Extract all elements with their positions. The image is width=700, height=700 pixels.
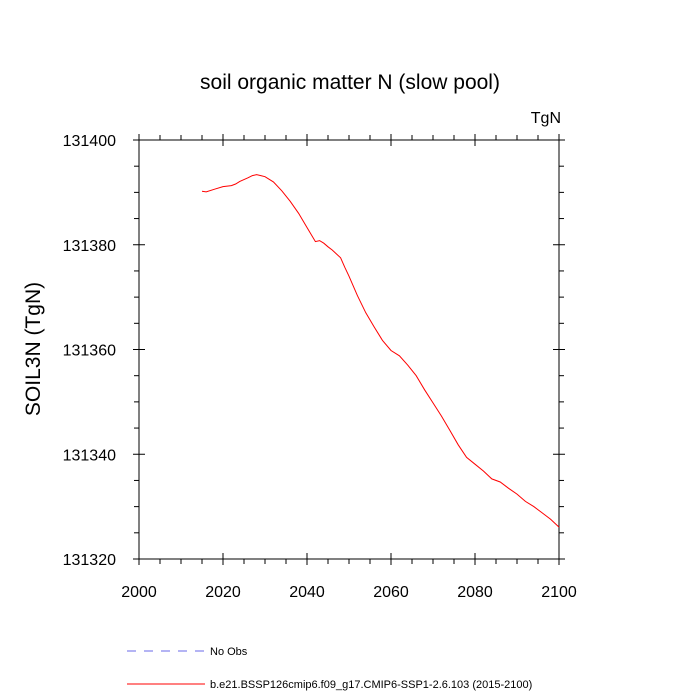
legend-label-model: b.e21.BSSP126cmip6.f09_g17.CMIP6-SSP1-2.… [210,679,532,691]
y-tick-label: 131320 [63,552,116,569]
x-tick-label: 2060 [373,584,409,601]
y-tick-labels: 131320 131340 131360 131380 131400 [63,133,116,569]
x-tick-labels: 2000 2020 2040 2060 2080 2100 [121,584,577,601]
legend-label-no-obs: No Obs [210,646,248,658]
units-label: TgN [531,110,561,127]
series-line [201,174,560,528]
x-tick-label: 2000 [121,584,157,601]
x-tick-label: 2100 [541,584,577,601]
y-tick-label: 131360 [63,343,116,360]
y-tick-label: 131380 [63,238,116,255]
chart-title: soil organic matter N (slow pool) [200,71,500,94]
x-tick-label: 2020 [205,584,241,601]
x-tick-label: 2040 [289,584,325,601]
y-axis-label: SOIL3N (TgN) [22,282,45,416]
axis-ticks [133,134,565,565]
y-tick-label: 131400 [63,133,116,150]
plot-frame [138,139,560,560]
x-tick-label: 2080 [457,584,493,601]
y-tick-label: 131340 [63,447,116,464]
